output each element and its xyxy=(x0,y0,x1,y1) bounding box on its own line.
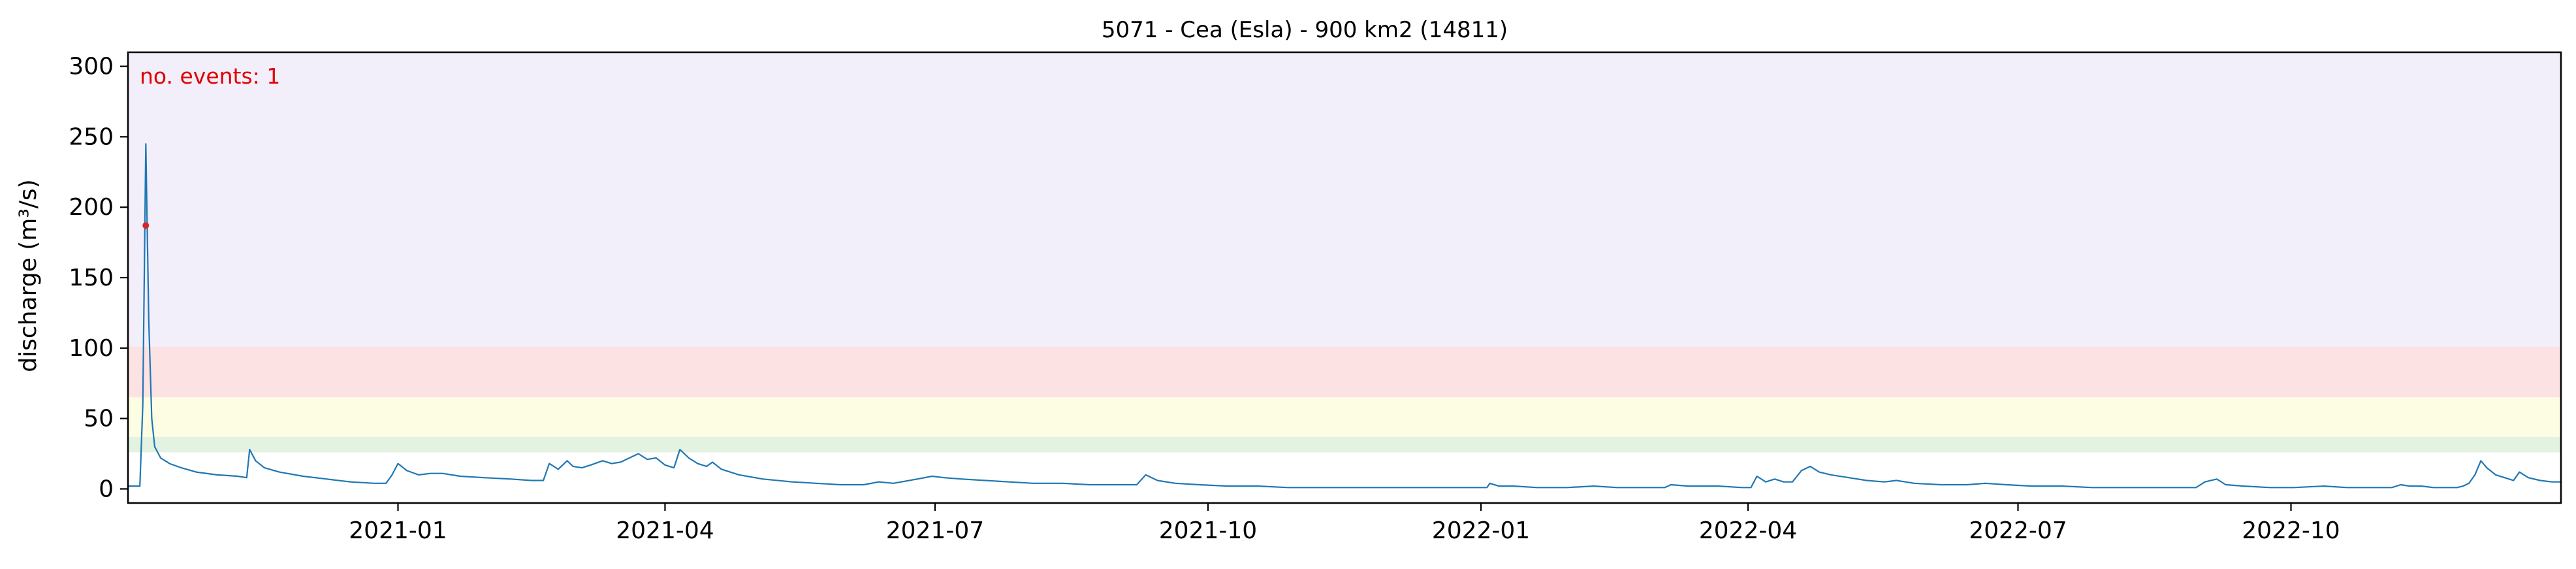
events-count-annotation: no. events: 1 xyxy=(140,63,280,89)
y-tick-label: 300 xyxy=(69,54,114,80)
y-tick-label: 50 xyxy=(84,406,114,432)
y-tick-label: 0 xyxy=(99,476,114,502)
x-tick-label: 2022-10 xyxy=(2242,517,2340,544)
y-tick-label: 100 xyxy=(69,335,114,362)
x-tick-label: 2022-01 xyxy=(1432,517,1530,544)
x-tick-label: 2021-01 xyxy=(349,517,447,544)
x-tick-label: 2022-04 xyxy=(1699,517,1797,544)
y-tick-label: 150 xyxy=(69,265,114,291)
x-tick-label: 2022-07 xyxy=(1969,517,2067,544)
threshold-band-0 xyxy=(128,436,2561,453)
threshold-bands xyxy=(128,52,2561,453)
threshold-band-1 xyxy=(128,397,2561,437)
event-marker-0 xyxy=(142,222,150,229)
x-tick-label: 2021-04 xyxy=(616,517,714,544)
chart-title: 5071 - Cea (Esla) - 900 km2 (14811) xyxy=(1102,17,1508,43)
x-tick-label: 2021-07 xyxy=(886,517,984,544)
series-layer xyxy=(128,143,2561,489)
threshold-band-3 xyxy=(128,52,2561,347)
series-line-0 xyxy=(128,143,2561,489)
y-tick-label: 250 xyxy=(69,123,114,150)
y-axis: 0 50 100 150 200 250 300 xyxy=(69,54,128,502)
x-tick-label: 2021-10 xyxy=(1159,517,1257,544)
threshold-band-2 xyxy=(128,346,2561,398)
events-layer xyxy=(142,222,150,229)
y-axis-label: discharge (m³/s) xyxy=(15,179,42,372)
x-axis: 2021-01 2021-04 2021-07 2021-10 2022-01 2022-… xyxy=(349,503,2340,544)
y-tick-label: 200 xyxy=(69,194,114,221)
